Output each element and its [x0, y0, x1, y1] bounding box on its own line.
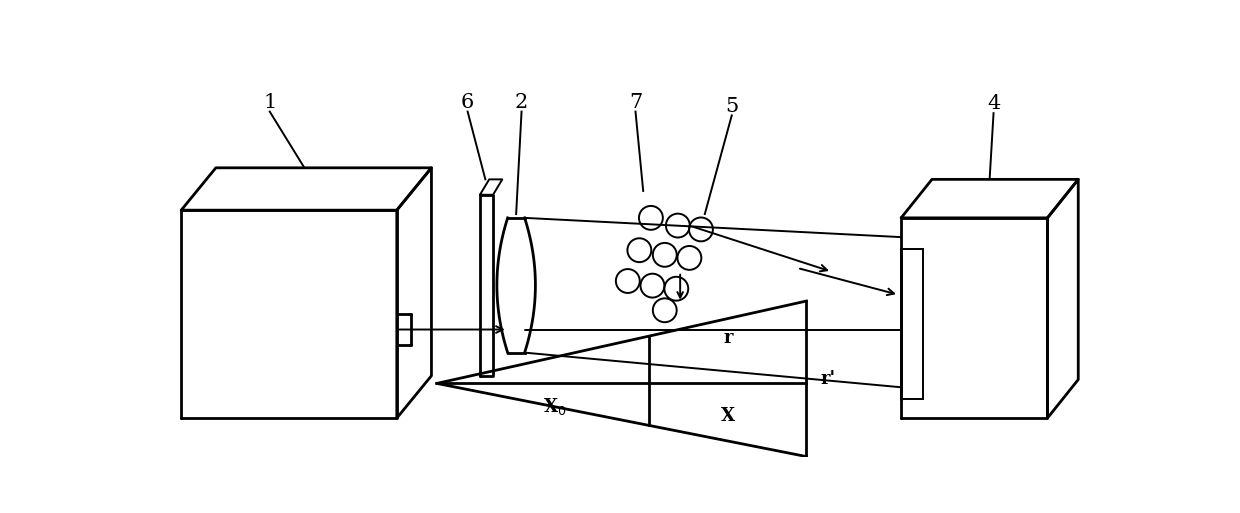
- Text: 6: 6: [461, 93, 474, 112]
- Text: X$_0$: X$_0$: [543, 396, 567, 417]
- Text: 4: 4: [987, 94, 1001, 113]
- Text: X: X: [720, 407, 735, 425]
- Text: 5: 5: [725, 97, 738, 116]
- Text: r': r': [821, 370, 836, 388]
- Text: 7: 7: [629, 93, 642, 112]
- Text: 1: 1: [263, 93, 277, 112]
- Text: 2: 2: [515, 93, 528, 112]
- Text: r: r: [723, 329, 733, 347]
